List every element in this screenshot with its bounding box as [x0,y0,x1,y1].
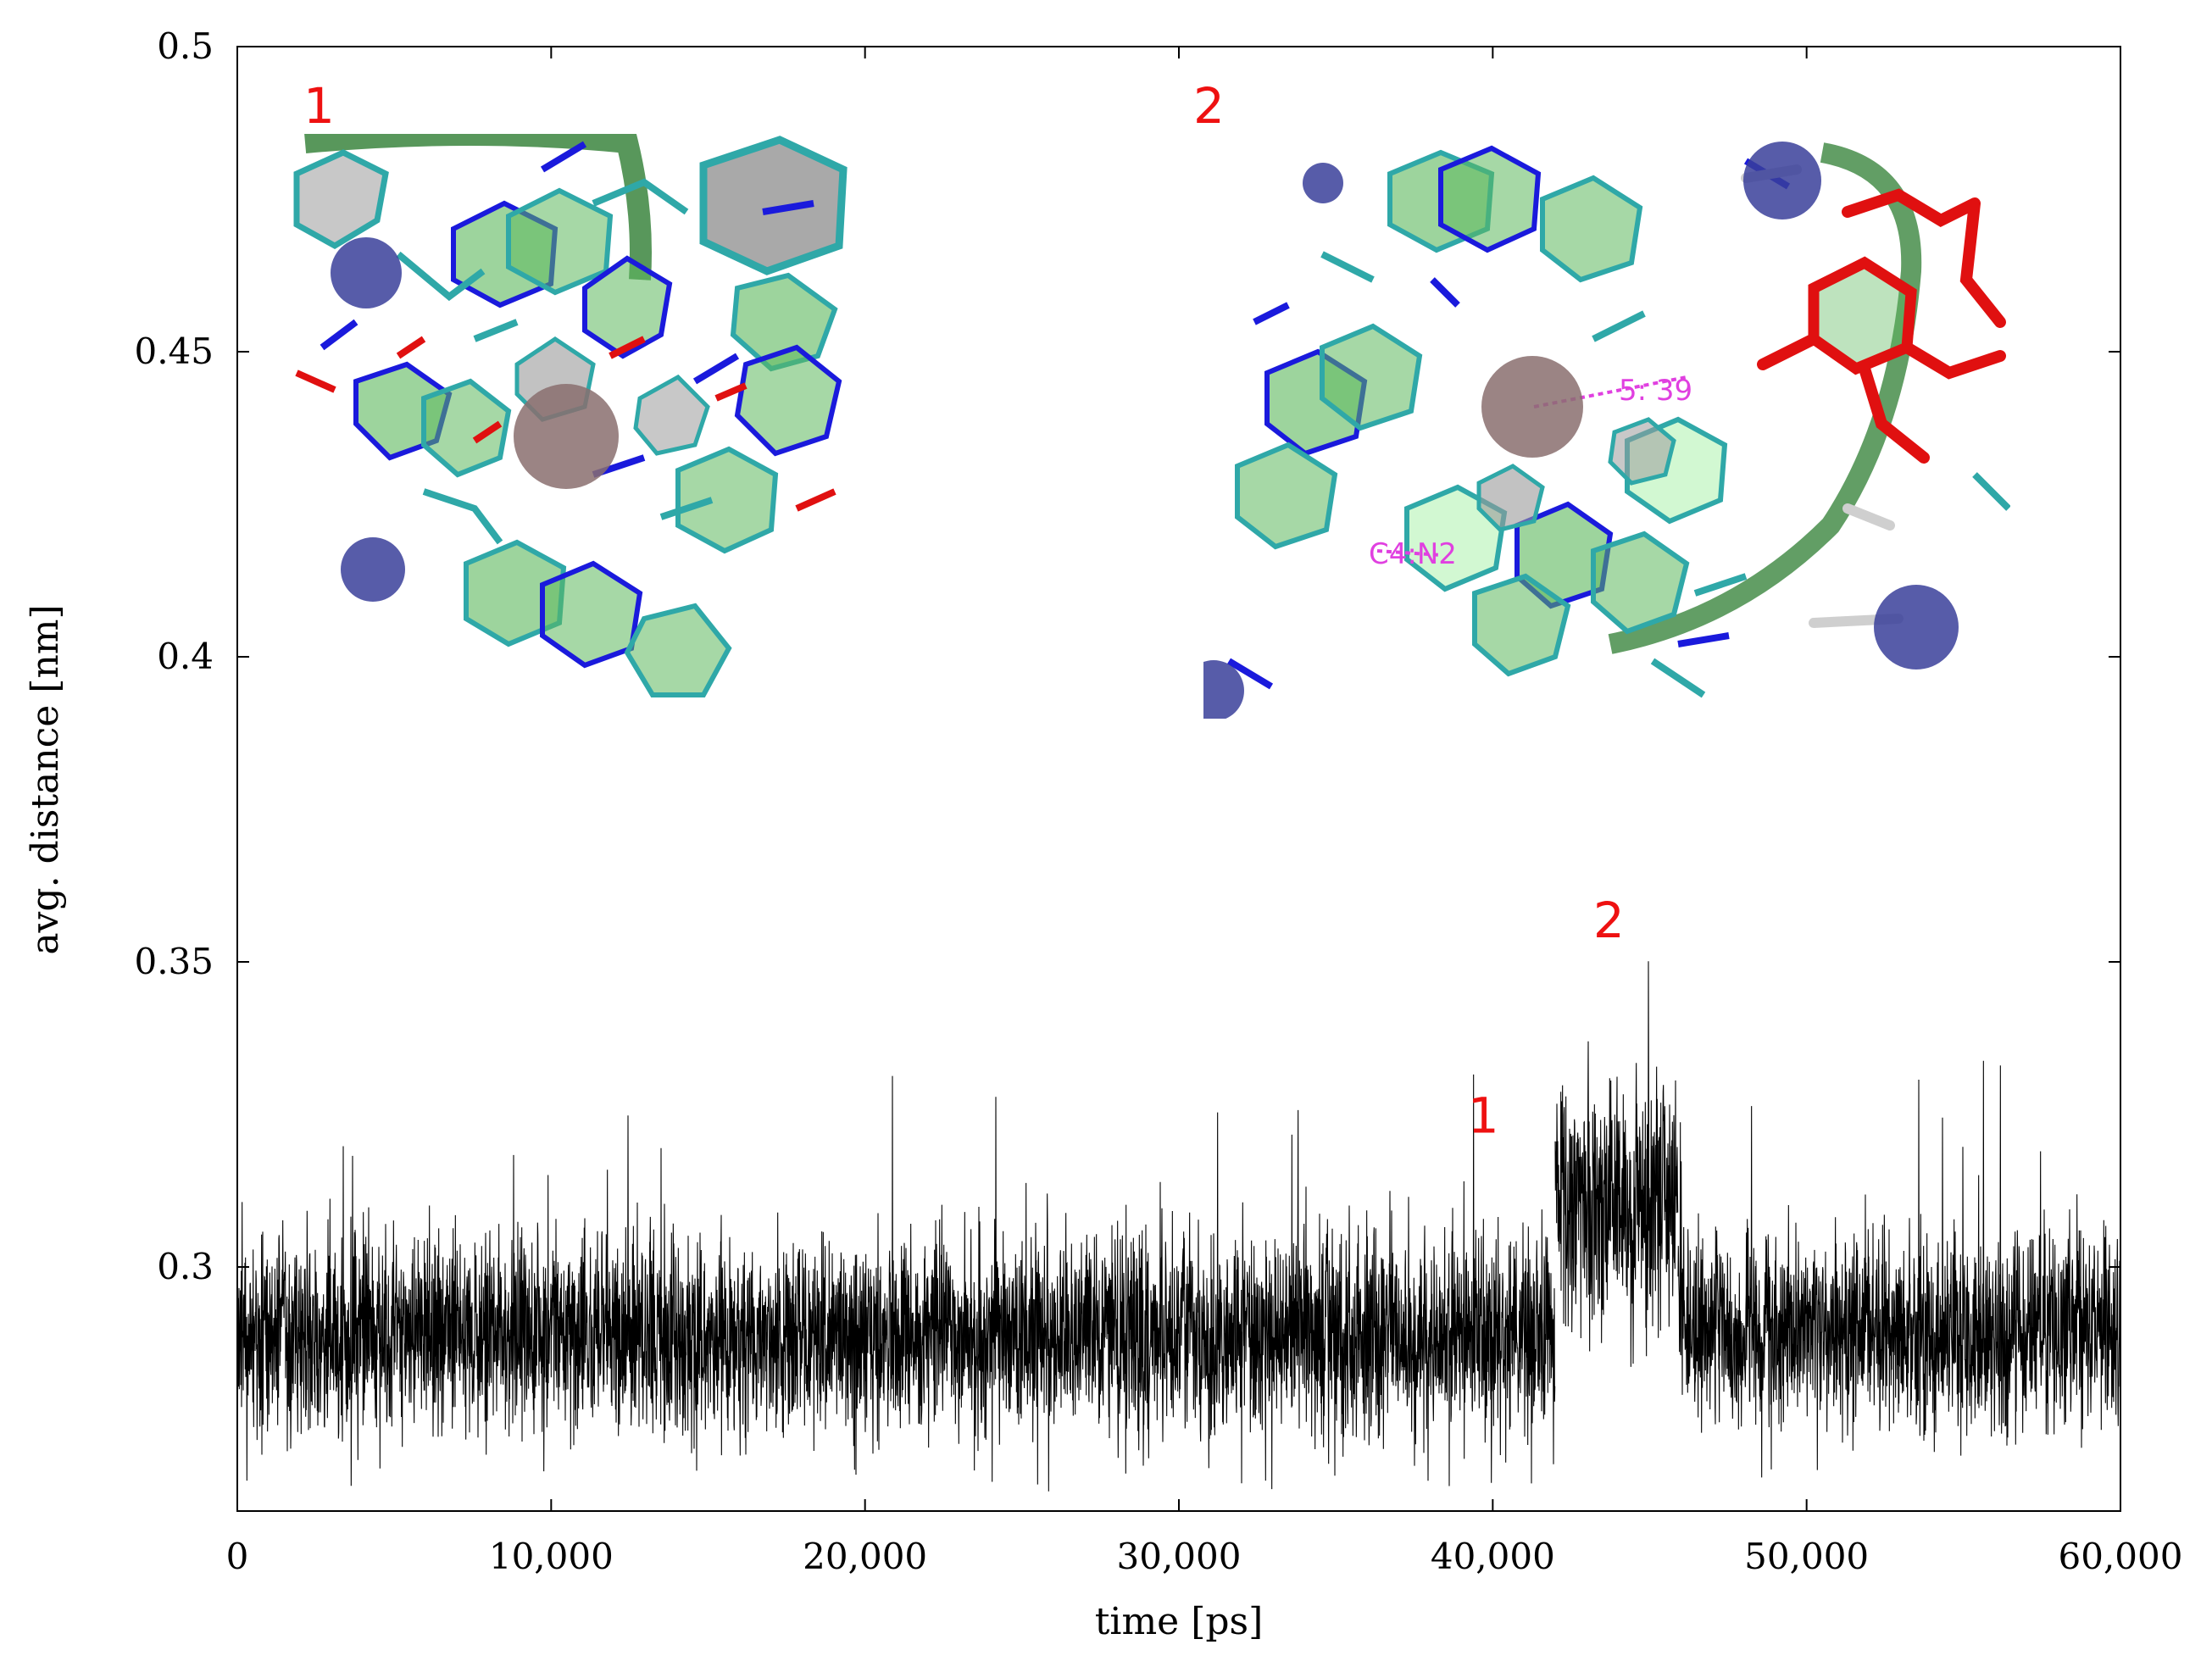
x-tick-label: 10,000 [489,1536,614,1577]
inset-1-label: 1 [303,77,335,135]
plot-frame [236,46,2121,1512]
y-tick-label: 0.5 [157,25,214,67]
x-tick-label: 20,000 [803,1536,927,1577]
x-tick-label: 50,000 [1744,1536,1869,1577]
distance-label-1: 5: 39 [1619,374,1692,408]
annotations: 12 [1468,892,1625,1144]
annotation-1: 1 [1468,1087,1499,1145]
y-tick-label: 0.35 [134,941,214,982]
x-tick-label: 0 [226,1536,249,1577]
molecular-snapshot-1 [293,134,848,697]
y-tick-label: 0.4 [157,636,214,677]
series-segment [1677,1060,2121,1478]
x-tick-label: 40,000 [1431,1536,1555,1577]
ticks: 0 10,000 20,000 30,000 40,000 50,000 60,000 0.3… [134,25,2182,1577]
series-segment [236,1074,1556,1492]
x-tick-label: 30,000 [1117,1536,1242,1577]
y-axis-title: avg. distance [nm] [24,604,67,954]
y-tick-label: 0.45 [134,331,214,372]
molecular-snapshot-2: 5: 39 C4:N2 [1203,142,2010,719]
x-axis-title: time [ps] [1095,1600,1264,1643]
time-series [236,961,2121,1492]
x-tick-label: 60,000 [2059,1536,2183,1577]
distance-label-2: C4:N2 [1369,537,1457,571]
series-segment [1554,961,1679,1367]
annotation-2: 2 [1593,892,1625,949]
inset-2-label: 2 [1193,77,1225,135]
y-tick-label: 0.3 [157,1246,214,1287]
